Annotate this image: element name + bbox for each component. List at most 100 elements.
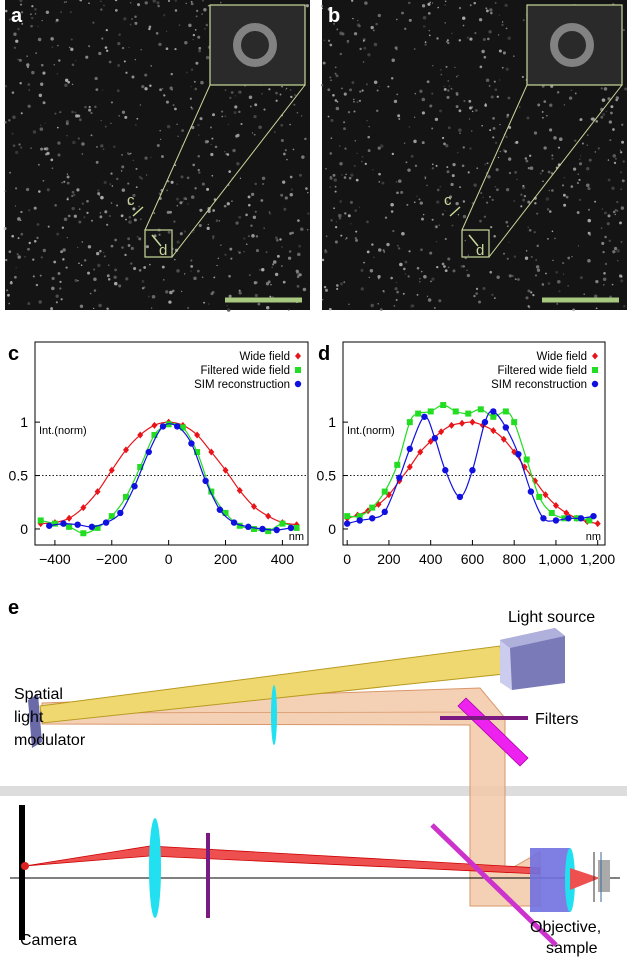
speckle	[54, 112, 57, 115]
speckle	[37, 25, 39, 27]
speckle	[574, 139, 577, 142]
x-tick-label: 0	[343, 551, 351, 567]
speckle	[292, 148, 295, 151]
speckle	[424, 43, 427, 46]
speckle	[614, 213, 616, 216]
speckle	[612, 154, 617, 158]
profile-line	[449, 206, 461, 217]
speckle	[451, 224, 454, 227]
speckle	[335, 221, 338, 223]
speckle	[416, 266, 420, 270]
speckle	[320, 4, 324, 8]
speckle	[330, 79, 332, 82]
speckle	[333, 207, 335, 210]
speckle	[190, 85, 192, 88]
speckle	[322, 61, 326, 65]
speckle	[103, 4, 105, 7]
marker	[287, 524, 295, 532]
speckle	[431, 218, 434, 221]
speckle	[602, 277, 607, 282]
speckle	[401, 11, 404, 15]
speckle	[194, 87, 198, 91]
speckle	[501, 23, 504, 27]
speckle	[505, 188, 510, 192]
speckle	[505, 67, 509, 71]
speckle	[375, 22, 378, 26]
speckle	[71, 190, 75, 194]
speckle	[104, 210, 108, 214]
marker	[295, 367, 301, 373]
speckle	[35, 52, 37, 54]
speckle	[609, 139, 612, 142]
speckle	[81, 202, 84, 205]
speckle	[396, 290, 399, 294]
speckle	[104, 46, 108, 49]
speckle	[230, 257, 233, 260]
speckle	[155, 32, 159, 35]
speckle	[378, 172, 381, 176]
speckle	[505, 220, 509, 224]
speckle	[459, 132, 461, 134]
speckle	[507, 157, 512, 161]
speckle	[90, 134, 93, 137]
speckle	[413, 139, 417, 144]
speckle	[199, 117, 203, 121]
panel-label: c	[8, 343, 19, 365]
speckle	[504, 3, 508, 8]
speckle	[595, 120, 599, 123]
speckle	[57, 141, 61, 145]
speckle	[361, 160, 363, 163]
speckle	[191, 125, 195, 130]
speckle	[371, 243, 374, 246]
speckle	[407, 1, 411, 5]
speckle	[279, 93, 282, 96]
speckle	[66, 198, 69, 201]
marker	[179, 424, 186, 431]
inset-structure	[233, 23, 277, 67]
speckle	[106, 274, 110, 278]
speckle	[300, 227, 304, 231]
label: Objective,	[530, 919, 601, 936]
speckle	[541, 110, 544, 113]
speckle	[11, 132, 14, 135]
speckle	[595, 307, 598, 310]
speckle	[63, 1, 66, 4]
marker	[37, 517, 44, 524]
speckle	[68, 46, 71, 49]
speckle	[543, 100, 547, 103]
marker	[259, 525, 266, 533]
speckle	[109, 183, 112, 185]
speckle	[499, 123, 501, 126]
speckle	[439, 185, 442, 188]
speckle	[416, 293, 419, 296]
speckle	[148, 25, 152, 29]
speckle	[325, 235, 328, 238]
speckle	[167, 180, 170, 183]
speckle	[363, 261, 365, 264]
speckle	[451, 174, 455, 178]
speckle	[525, 296, 529, 300]
speckle	[70, 47, 74, 51]
slm	[28, 694, 42, 748]
speckle	[349, 88, 352, 92]
speckle	[61, 181, 64, 184]
speckle	[250, 224, 253, 227]
speckle	[613, 246, 618, 251]
inset	[209, 4, 306, 86]
speckle	[87, 45, 91, 48]
marker	[552, 517, 560, 524]
speckle	[327, 39, 331, 42]
speckle	[595, 280, 599, 284]
speckle	[451, 32, 453, 35]
speckle	[546, 114, 548, 117]
speckle	[408, 125, 411, 128]
speckle	[295, 269, 299, 273]
speckle	[296, 111, 299, 114]
speckle	[475, 292, 478, 295]
speckle	[211, 137, 214, 140]
speckle	[121, 165, 125, 169]
speckle	[156, 144, 160, 148]
speckle	[224, 115, 227, 118]
speckle	[495, 168, 499, 172]
speckle	[125, 277, 129, 281]
